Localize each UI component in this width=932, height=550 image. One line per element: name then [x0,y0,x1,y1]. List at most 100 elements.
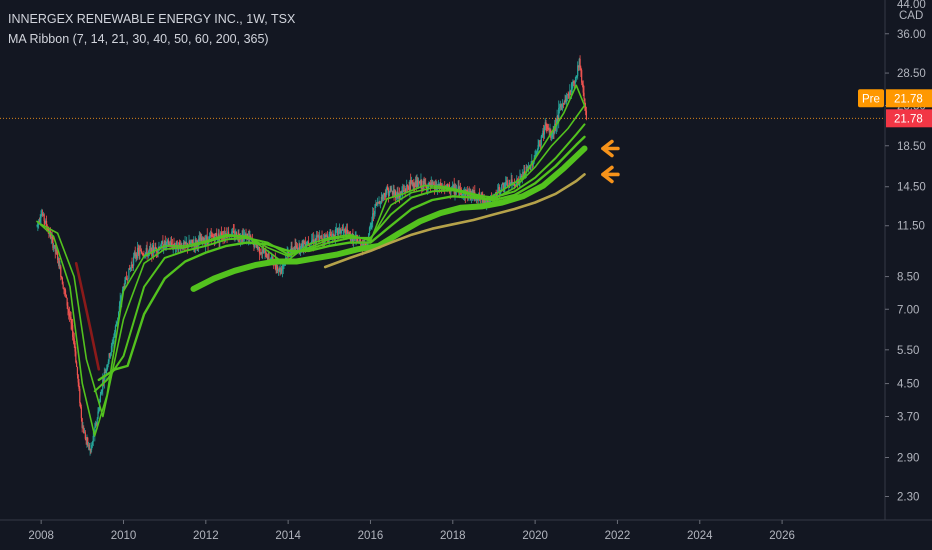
candle [133,252,135,271]
candle [77,373,79,387]
candle-body [71,323,73,326]
candle [140,248,143,255]
candle-body [111,342,113,346]
candle-body [97,411,99,419]
candle-body [129,268,131,270]
candle-body [127,278,129,280]
candle [556,109,558,132]
candle [377,201,379,204]
indicator-label[interactable]: MA Ribbon (7, 14, 21, 30, 40, 50, 60, 20… [8,32,269,46]
candle-body [133,256,135,266]
candle-body [163,247,165,250]
candle [277,269,280,276]
candle-body [372,213,374,222]
candle-body [414,181,417,188]
candle [61,276,63,285]
candle [433,181,435,185]
candle [68,306,71,322]
candle [378,196,380,207]
candle-body [546,125,548,128]
candle-body [206,236,208,240]
candle-body [233,231,235,237]
candle-body [405,190,407,192]
candle-body [424,183,426,185]
candle-body [92,435,94,442]
candle-body [300,243,303,250]
ma-line-ma-21 [93,123,586,393]
candle [423,176,425,191]
candle [383,192,386,201]
candle-body [401,192,403,193]
candle [129,264,131,270]
candle-body [500,191,502,193]
candle [579,55,581,71]
candle-body [558,107,560,120]
candle-body [118,306,120,312]
price-axis-panel[interactable] [885,0,932,520]
candle [73,332,75,348]
candle-body [338,229,340,235]
candle-body [373,213,375,215]
candle-body [152,245,155,253]
candle-body [157,248,159,253]
candle-body [268,253,270,260]
candle-body [60,276,63,278]
time-axis-panel[interactable] [0,520,932,550]
candle [369,222,371,231]
candle-body [350,238,352,241]
candle [164,235,166,251]
candle-body [105,370,107,373]
candle [406,184,409,192]
candle [414,182,416,193]
candle-body [508,183,510,188]
candle [370,222,372,230]
candle [539,139,542,150]
candle-body [513,182,515,186]
candle-body [90,449,92,451]
candle-body [527,167,529,169]
candle [578,57,580,71]
candle [79,385,81,407]
candle-body [539,144,541,146]
candle-body [209,236,211,238]
candle-body [264,250,266,252]
candle [428,181,430,189]
candle-body [143,254,145,256]
candle [138,245,140,260]
candle [160,240,162,251]
pre-market-badge[interactable]: Pre 21.78 [858,89,932,108]
y-tick-label: 14.50 [897,182,926,194]
candle-body [58,258,60,269]
candle-body [408,187,410,190]
candle-body [411,180,413,186]
candle [258,246,261,261]
x-tick-label: 2012 [193,530,219,542]
candle [126,275,128,285]
candle-body [177,248,179,251]
last-price-badge[interactable]: 21.78 [886,109,932,128]
candle-body [89,449,91,451]
candle [129,267,132,273]
candle [510,172,512,189]
candle [573,80,576,89]
candle [116,321,118,328]
candle [379,201,382,209]
candle [417,177,419,188]
candle [125,271,128,281]
ma-line-ma-200 [323,173,586,269]
annotation-layer [601,139,620,184]
candle [543,124,545,141]
candle-body [188,241,190,247]
candle-body [547,127,549,129]
candle-body [134,252,136,257]
candle [407,185,409,191]
candle-body [41,213,44,216]
y-tick-label: 3.70 [897,412,919,424]
candle-body [376,203,378,205]
candle [562,102,565,109]
candle-body [334,229,337,239]
candle-body [558,107,561,109]
candle-body [418,181,420,183]
candle [585,106,588,121]
